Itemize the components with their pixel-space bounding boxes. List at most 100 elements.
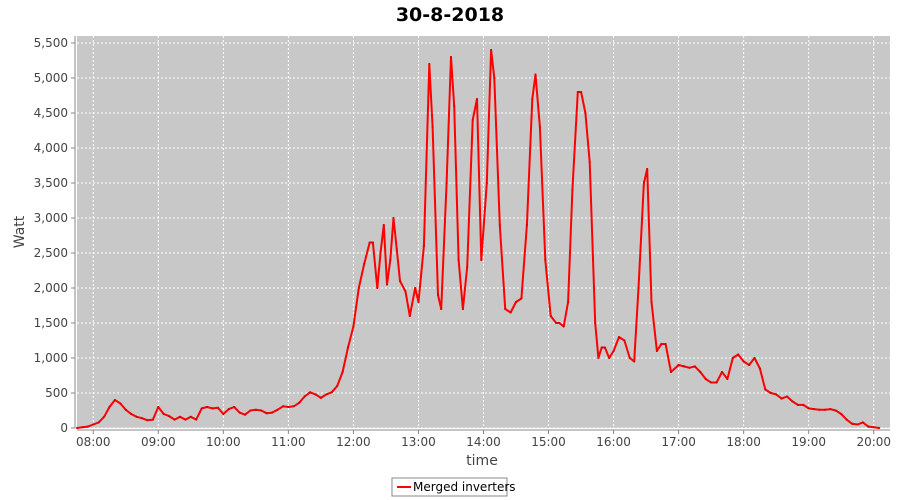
- data-point: [450, 56, 452, 58]
- data-point: [414, 287, 417, 289]
- data-point: [457, 259, 460, 261]
- data-point: [775, 393, 778, 396]
- x-tick-label: 09:00: [141, 435, 176, 449]
- data-point: [544, 259, 547, 261]
- data-point: [130, 413, 133, 415]
- data-point: [81, 426, 84, 429]
- x-tick-label: 17:00: [661, 435, 696, 449]
- x-tick-label: 18:00: [726, 435, 761, 449]
- data-point: [422, 245, 425, 247]
- data-point: [341, 371, 344, 373]
- data-point: [498, 224, 501, 226]
- y-tick-label: 5,000: [34, 71, 68, 85]
- data-point: [753, 357, 756, 359]
- data-point: [493, 77, 496, 79]
- data-point: [597, 357, 600, 359]
- data-point: [642, 182, 645, 184]
- data-point: [737, 353, 740, 356]
- data-point: [352, 325, 355, 328]
- y-tick-label: 1,000: [34, 351, 68, 365]
- data-point: [113, 399, 116, 401]
- data-point: [576, 91, 579, 93]
- data-point: [726, 378, 729, 380]
- data-point: [646, 168, 649, 170]
- x-tick-label: 08:00: [76, 435, 111, 449]
- data-point: [476, 98, 478, 100]
- data-point: [628, 357, 631, 359]
- data-point: [86, 425, 89, 428]
- data-point: [461, 308, 464, 310]
- data-point: [135, 415, 138, 418]
- y-axis-label: Watt: [12, 215, 28, 248]
- data-point: [824, 408, 826, 411]
- data-point: [845, 418, 848, 421]
- x-tick-label: 16:00: [596, 435, 631, 449]
- data-point: [538, 126, 541, 128]
- data-point: [431, 126, 434, 128]
- data-point: [260, 409, 263, 412]
- data-point: [549, 315, 552, 317]
- data-point: [608, 357, 611, 359]
- chart-title: 30-8-2018: [396, 4, 504, 26]
- data-point: [490, 49, 493, 51]
- data-point: [856, 423, 859, 426]
- data-point: [103, 415, 106, 418]
- data-point: [386, 283, 388, 286]
- data-point: [379, 252, 382, 254]
- data-point: [141, 417, 143, 420]
- data-point: [504, 308, 507, 310]
- data-point: [368, 241, 371, 244]
- data-point: [531, 98, 534, 100]
- data-point: [704, 378, 707, 380]
- data-point: [580, 91, 583, 93]
- data-point: [108, 406, 111, 408]
- data-point: [721, 371, 723, 373]
- data-point: [509, 311, 512, 314]
- data-point: [466, 266, 469, 268]
- data-point: [764, 388, 767, 391]
- data-point: [336, 385, 339, 387]
- data-point: [594, 322, 597, 324]
- data-point: [867, 425, 870, 428]
- x-tick-label: 10:00: [206, 435, 241, 449]
- data-point: [623, 339, 626, 342]
- data-point: [618, 336, 620, 338]
- data-point: [878, 427, 881, 429]
- data-point: [829, 408, 832, 411]
- data-point: [124, 408, 127, 411]
- data-point: [807, 407, 810, 410]
- data-point: [780, 397, 783, 400]
- data-point: [471, 119, 474, 121]
- data-point: [314, 393, 317, 396]
- data-point: [404, 290, 407, 293]
- data-point: [347, 346, 349, 349]
- y-tick-label: 1,500: [34, 316, 68, 330]
- data-point: [184, 418, 187, 421]
- y-tick-label: 2,000: [34, 281, 68, 295]
- data-point: [748, 364, 751, 366]
- grid: [77, 36, 890, 429]
- data-point: [189, 415, 192, 418]
- data-point: [254, 408, 257, 411]
- data-point: [534, 73, 537, 76]
- data-point: [861, 421, 864, 424]
- data-point: [303, 395, 306, 398]
- data-point: [325, 393, 328, 396]
- data-point: [227, 408, 230, 411]
- y-axis-ticks: 0 500 1,000 1,500 2,000 2,500 3,000 3,500 4,000 4…: [34, 36, 75, 435]
- data-point: [562, 325, 565, 328]
- data-point: [485, 182, 488, 184]
- x-tick-label: 13:00: [401, 435, 436, 449]
- data-point: [633, 360, 636, 363]
- data-point: [660, 343, 663, 345]
- y-tick-label: 3,500: [34, 176, 68, 190]
- data-point: [319, 396, 322, 399]
- data-point: [796, 403, 799, 406]
- data-point: [76, 427, 78, 429]
- x-axis-ticks: 08:00 09:00 10:00 11:00 12:00 13:00 14:00 15:00…: [76, 430, 891, 449]
- data-point: [677, 364, 680, 366]
- data-point: [731, 357, 734, 359]
- legend: Merged inverters: [391, 477, 516, 497]
- data-point: [650, 301, 653, 303]
